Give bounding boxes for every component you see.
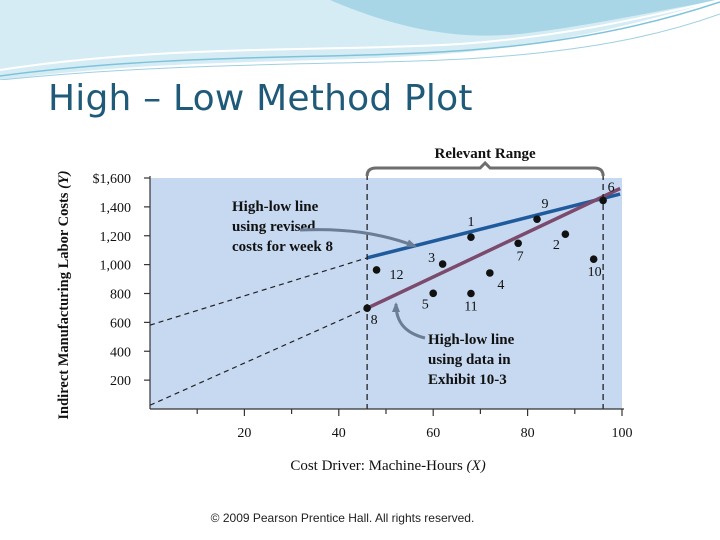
y-tick-label: 800 — [110, 288, 131, 303]
slide-title: High – Low Method Plot — [48, 78, 473, 119]
header-wave-line — [0, 0, 720, 71]
line-label-arrow-revised — [299, 228, 417, 248]
data-point-label: 5 — [422, 297, 429, 312]
line-label-text: High-low line — [428, 332, 515, 348]
x-axis-label: Cost Driver: Machine-Hours — [290, 458, 463, 474]
y-tick-label: 1,200 — [100, 230, 132, 245]
data-point-label: 6 — [608, 180, 615, 195]
line-revised-extension — [149, 257, 368, 326]
header-wave-line — [0, 1, 720, 77]
slide-header-decoration — [0, 0, 720, 80]
data-point-7 — [514, 239, 522, 248]
data-point-2 — [561, 230, 570, 238]
data-point-11 — [467, 289, 475, 298]
line-label-original: High-low line using data in Exhibit 10-3 — [428, 332, 515, 388]
data-point-label: 2 — [553, 238, 560, 253]
data-point-8 — [363, 304, 371, 313]
line-label-revised: High-low line using revised costs for week… — [232, 199, 333, 255]
header-wave-line — [0, 13, 720, 80]
data-point-3 — [438, 260, 447, 268]
x-tick-label: 60 — [426, 426, 440, 441]
line-label-text: High-low line — [232, 199, 319, 215]
y-tick-label: 400 — [110, 345, 131, 360]
line-label-text: using revised — [232, 219, 316, 235]
line-label-text: costs for week 8 — [232, 239, 333, 255]
data-point-label: 12 — [390, 268, 404, 283]
data-point-label: 4 — [497, 278, 504, 293]
y-tick-label: 600 — [110, 316, 131, 331]
data-point-4 — [486, 269, 494, 277]
data-point-6 — [599, 196, 607, 205]
range-label: Relevant Range — [434, 146, 536, 162]
annotations: High-low line using revised costs for week… — [232, 199, 515, 388]
lines-layer — [149, 186, 621, 406]
data-point-5 — [429, 289, 438, 298]
y-axis-variable: (Y) — [56, 170, 72, 189]
line-original — [366, 186, 621, 310]
data-point-label: 10 — [588, 265, 602, 280]
data-point-9 — [533, 215, 541, 223]
y-tick-label: 200 — [110, 374, 131, 389]
line-revised — [366, 192, 621, 260]
axes: 200 400 600 800 1,000 1,200 1,400 $1,600 20 40 60 8… — [93, 172, 633, 441]
x-tick-label: 40 — [332, 426, 346, 441]
data-point-label: 8 — [371, 313, 378, 328]
line-original-extension — [149, 307, 368, 406]
relevant-range: Relevant Range — [365, 146, 605, 409]
data-point-label: 3 — [428, 251, 435, 266]
data-point-label: 9 — [542, 197, 549, 212]
line-label-text: using data in — [428, 352, 511, 368]
data-point-label: 7 — [517, 249, 524, 264]
y-tick-label: $1,600 — [93, 172, 132, 187]
x-axis-variable: (X) — [467, 458, 486, 474]
x-tick-label: 80 — [521, 426, 535, 441]
y-axis-label: Indirect Manufacturing Labor Costs — [56, 192, 72, 419]
data-point-1 — [467, 233, 475, 241]
data-point-10 — [589, 255, 598, 263]
high-low-chart: Relevant Range 200 400 600 800 1,000 1,200 1,4… — [56, 146, 633, 474]
x-tick-label: 100 — [612, 426, 633, 441]
copyright-notice: © 2009 Pearson Prentice Hall. All rights… — [210, 511, 475, 525]
y-axis-title: Indirect Manufacturing Labor Costs (Y) — [56, 170, 72, 419]
x-axis-title: Cost Driver: Machine-Hours (X) — [290, 458, 485, 474]
header-wave-fill-dark — [330, 0, 720, 36]
line-label-text: Exhibit 10-3 — [428, 372, 507, 388]
x-tick-label: 20 — [237, 426, 251, 441]
y-tick-label: 1,000 — [100, 259, 132, 274]
data-point-label: 11 — [464, 300, 477, 315]
data-point-12 — [372, 266, 381, 274]
data-point-label: 1 — [467, 215, 474, 230]
line-label-arrow-original — [392, 302, 426, 340]
range-bracket — [365, 160, 605, 177]
y-tick-label: 1,400 — [100, 201, 132, 216]
